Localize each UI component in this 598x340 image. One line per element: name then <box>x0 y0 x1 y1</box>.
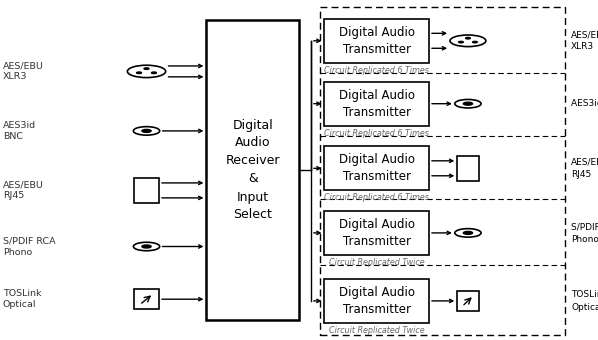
Text: AES/EBU
XLR3: AES/EBU XLR3 <box>3 61 44 82</box>
Ellipse shape <box>463 232 472 234</box>
Text: AES/EBU: AES/EBU <box>571 158 598 167</box>
Bar <box>134 289 159 309</box>
Bar <box>320 7 565 335</box>
Bar <box>457 156 478 181</box>
Text: Circuit Replicated Twice: Circuit Replicated Twice <box>329 326 425 335</box>
Text: Optical: Optical <box>571 303 598 311</box>
Text: Circuit Replicated 6 Times: Circuit Replicated 6 Times <box>324 193 429 202</box>
Text: Digital Audio
Transmitter: Digital Audio Transmitter <box>338 26 415 56</box>
Text: AES3id BNC: AES3id BNC <box>571 99 598 108</box>
Text: Circuit Replicated 6 Times: Circuit Replicated 6 Times <box>324 129 429 137</box>
Ellipse shape <box>472 41 477 43</box>
Ellipse shape <box>144 68 149 69</box>
Text: S/PDIF RCA
Phono: S/PDIF RCA Phono <box>3 236 56 257</box>
Ellipse shape <box>142 130 151 132</box>
Ellipse shape <box>463 102 472 105</box>
Ellipse shape <box>466 37 470 39</box>
Text: Circuit Replicated Twice: Circuit Replicated Twice <box>329 258 425 267</box>
Text: S/PDIF RCA: S/PDIF RCA <box>571 222 598 231</box>
Ellipse shape <box>142 245 151 248</box>
Text: Digital Audio
Transmitter: Digital Audio Transmitter <box>338 218 415 248</box>
Bar <box>324 19 429 63</box>
Bar <box>457 291 478 311</box>
Text: Digital
Audio
Receiver
&
Input
Select: Digital Audio Receiver & Input Select <box>225 119 280 221</box>
Bar <box>324 146 429 190</box>
Ellipse shape <box>459 41 463 43</box>
Text: Digital Audio
Transmitter: Digital Audio Transmitter <box>338 286 415 316</box>
Text: AES/EBU: AES/EBU <box>571 30 598 39</box>
Text: RJ45: RJ45 <box>571 170 591 179</box>
Ellipse shape <box>136 72 142 73</box>
Text: XLR3: XLR3 <box>571 42 594 51</box>
Bar <box>324 279 429 323</box>
Text: AES3id
BNC: AES3id BNC <box>3 121 36 141</box>
Text: TOSLink
Optical: TOSLink Optical <box>3 289 41 309</box>
Bar <box>324 82 429 126</box>
Text: Digital Audio
Transmitter: Digital Audio Transmitter <box>338 153 415 183</box>
Bar <box>324 211 429 255</box>
Text: Phono: Phono <box>571 235 598 243</box>
Bar <box>134 177 159 203</box>
Text: TOSLink: TOSLink <box>571 290 598 299</box>
Text: Circuit Replicated 6 Times: Circuit Replicated 6 Times <box>324 66 429 74</box>
Ellipse shape <box>151 72 157 73</box>
Text: Digital Audio
Transmitter: Digital Audio Transmitter <box>338 89 415 119</box>
Bar <box>206 20 299 320</box>
Text: AES/EBU
RJ45: AES/EBU RJ45 <box>3 180 44 201</box>
